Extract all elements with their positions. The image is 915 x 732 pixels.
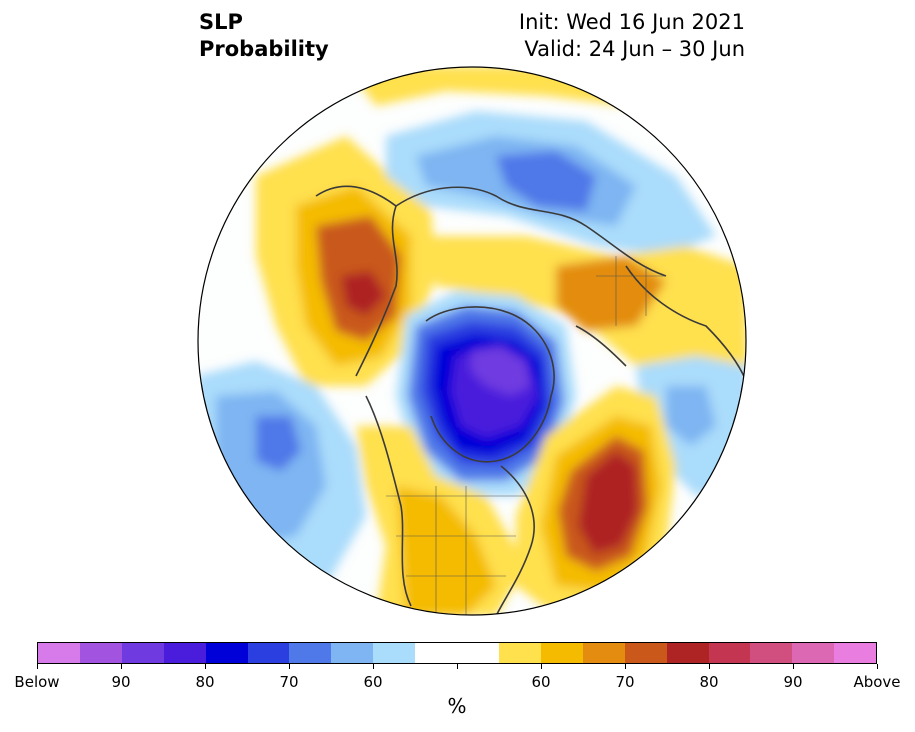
- colorbar-tick: [624, 664, 626, 669]
- colorbar-tick-label: Above: [853, 673, 901, 691]
- colorbar-segment: [289, 643, 332, 663]
- colorbar-tick-label: 70: [279, 673, 299, 691]
- colorbar-segment: [666, 643, 709, 663]
- colorbar-tick: [288, 664, 290, 669]
- colorbar-segment: [415, 643, 458, 663]
- colorbar-segment: [247, 643, 290, 663]
- colorbar-tick: [120, 664, 122, 669]
- map-boundary: [197, 66, 747, 616]
- borders: [386, 256, 666, 615]
- colorbar-tick-label: 90: [111, 673, 131, 691]
- anomaly-below-atlantic-inner: [666, 386, 716, 446]
- colorbar-segment: [498, 643, 541, 663]
- title-variable: SLP: [199, 10, 243, 34]
- colorbar-segment: [38, 643, 80, 663]
- colorbar-segment: [331, 643, 374, 663]
- colorbar-tick: [204, 664, 206, 669]
- colorbar-segment: [792, 643, 835, 663]
- coastlines: [315, 185, 746, 615]
- colorbar-segment: [121, 643, 164, 663]
- colorbar-tick: [876, 664, 878, 669]
- colorbar-segment: [582, 643, 625, 663]
- anomaly-above-america-mid: [396, 486, 496, 615]
- colorbar-tick-label: 70: [615, 673, 635, 691]
- colorbar-tick-label: 80: [699, 673, 719, 691]
- anomaly-above-atlantic-core: [578, 451, 638, 554]
- anomaly-below-siberia-inner: [496, 151, 596, 211]
- colorbar-tick-label: Below: [14, 673, 60, 691]
- anomaly-above-asia-core: [341, 271, 386, 316]
- colorbar-segment: [750, 643, 793, 663]
- colorbar-tick: [708, 664, 710, 669]
- colorbar-tick: [372, 664, 374, 669]
- colorbar-tick-label: 90: [783, 673, 803, 691]
- colorbar-tick-label: 80: [195, 673, 215, 691]
- anomaly-above-europe: [556, 256, 666, 331]
- colorbar-segment: [708, 643, 751, 663]
- colorbar-tick: [792, 664, 794, 669]
- colorbar-tick: [456, 664, 458, 669]
- colorbar-tick-label: 60: [531, 673, 551, 691]
- colorbar-segment: [79, 643, 122, 663]
- colorbar-tick: [36, 664, 38, 669]
- title-right: Init: Wed 16 Jun 2021 Valid: 24 Jun – 30…: [519, 9, 745, 63]
- anomaly-below-polar-core: [471, 346, 531, 396]
- colorbar-segment: [373, 643, 416, 663]
- colorbar-tick: [540, 664, 542, 669]
- colorbar-unit: %: [447, 694, 467, 718]
- colorbar-tick-label: 60: [363, 673, 383, 691]
- init-date: Init: Wed 16 Jun 2021: [518, 10, 745, 34]
- probability-colorbar: [37, 642, 877, 664]
- anomaly-below-pacific-inner: [256, 416, 301, 471]
- colorbar-segment: [624, 643, 667, 663]
- polar-map: [197, 66, 747, 616]
- title-type: Probability: [199, 37, 329, 61]
- colorbar-segment: [163, 643, 206, 663]
- colorbar-segment: [457, 643, 499, 663]
- colorbar-segment: [834, 643, 877, 663]
- colorbar-segment: [205, 643, 248, 663]
- valid-range: Valid: 24 Jun – 30 Jun: [524, 37, 745, 61]
- colorbar-segment: [540, 643, 583, 663]
- title-left: SLP Probability: [199, 9, 329, 63]
